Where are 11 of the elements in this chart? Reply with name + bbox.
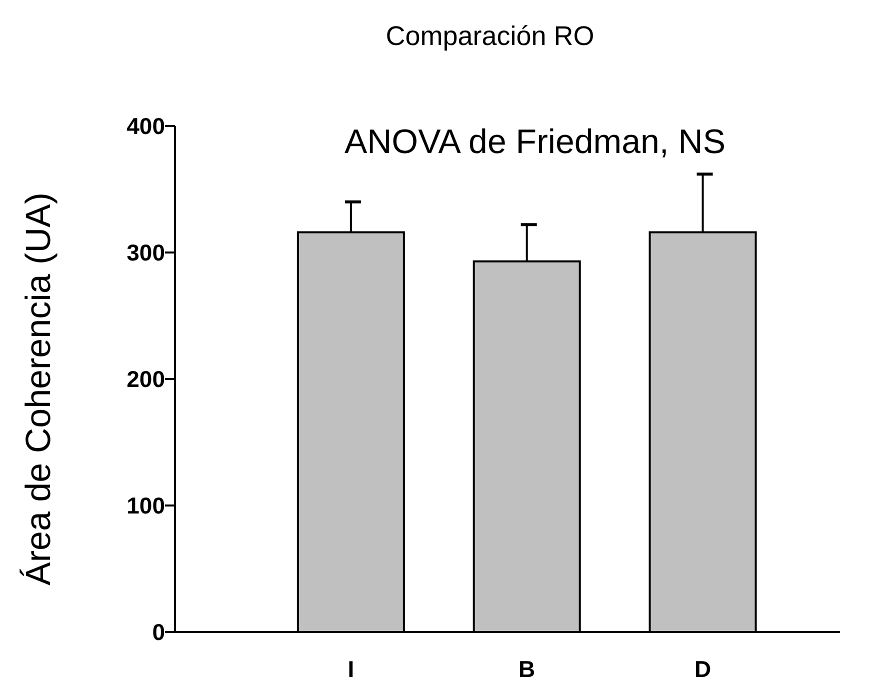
x-tick-label: D [694,656,712,682]
chart-title: Comparación RO [386,21,594,51]
annotation: ANOVA de Friedman, NS [344,123,726,161]
y-tick-label: 300 [126,240,165,266]
x-tick-label: I [348,656,354,682]
y-tick-label: 0 [152,619,165,646]
x-tick-label: B [518,656,536,682]
y-tick-label: 100 [126,492,165,519]
y-axis-title: Área de Coherencia (UA) [19,192,58,586]
y-tick-label: 400 [126,113,165,140]
y-tick-label: 200 [126,366,165,392]
